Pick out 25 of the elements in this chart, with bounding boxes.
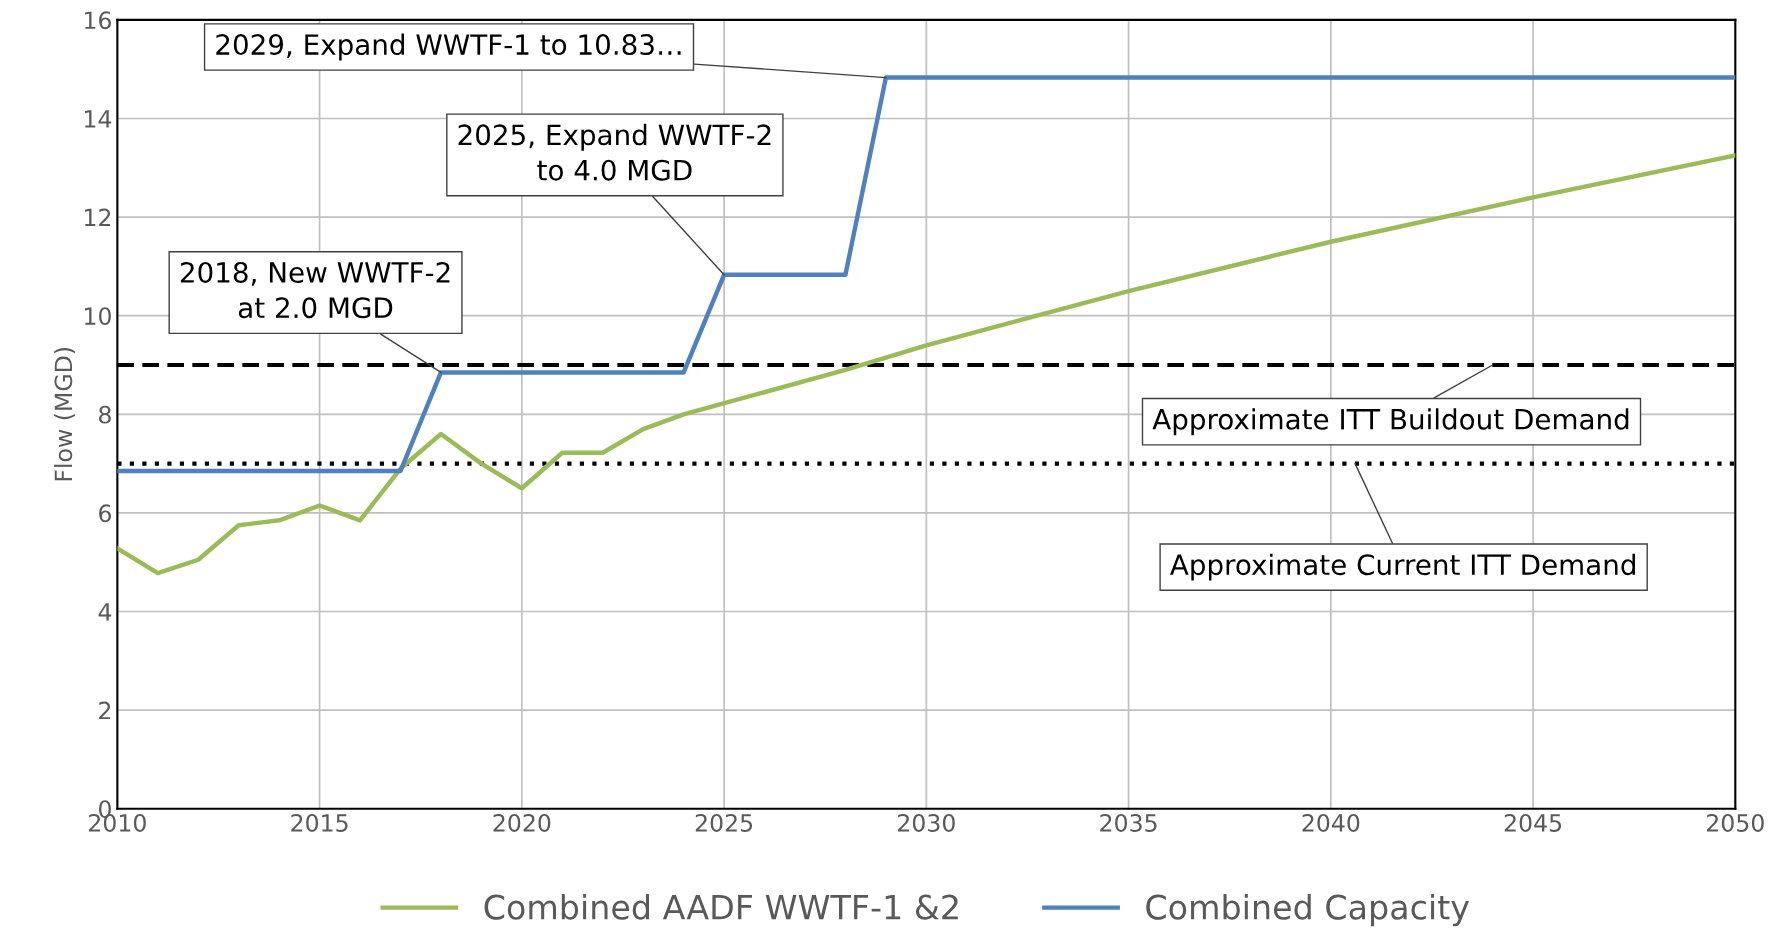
- annotation: 2025, Expand WWTF-2 to 4.0 MGD: [458, 123, 771, 181]
- legend-label: Combined Capacity: [1146, 893, 1470, 927]
- y-tick-label: 12: [85, 208, 111, 227]
- x-tick-label: 2040: [1302, 814, 1360, 832]
- annotation: 2018, New WWTF-2 at 2.0 MGD: [180, 261, 450, 319]
- y-tick-label: 16: [85, 11, 111, 30]
- x-tick-label: 2050: [1707, 814, 1764, 832]
- y-tick-label: 6: [99, 504, 111, 523]
- annotation: 2029, Expand WWTF-1 to 10.83…: [216, 33, 681, 61]
- y-tick-label: 8: [99, 405, 111, 424]
- x-tick-label: 2025: [695, 814, 753, 832]
- y-axis-title: Flow (MGD): [54, 348, 76, 481]
- ref-line-label: Approximate Current ITT Demand: [1170, 553, 1635, 581]
- x-tick-label: 2045: [1504, 814, 1562, 832]
- x-tick-label: 2030: [898, 814, 955, 832]
- line-series: [117, 75, 1736, 474]
- x-tick-label: 2035: [1100, 814, 1157, 832]
- y-tick-label: 2: [99, 701, 111, 720]
- y-tick-label: 10: [85, 307, 111, 326]
- y-tick-label: 14: [85, 110, 112, 128]
- y-tick-label: 4: [98, 603, 112, 621]
- ref-line-label: Approximate ITT Buildout Demand: [1152, 408, 1629, 436]
- legend-label: Combined AADF WWTF-1 &2: [484, 893, 958, 920]
- x-tick-label: 2020: [493, 814, 551, 832]
- x-tick-label: 2015: [291, 814, 348, 832]
